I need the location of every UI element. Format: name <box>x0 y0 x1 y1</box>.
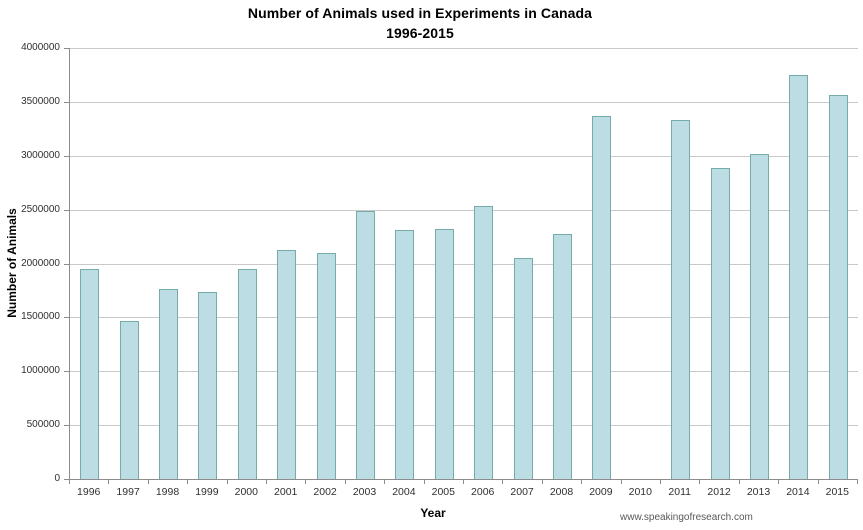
x-tick-label: 2010 <box>628 486 652 498</box>
y-axis-tick <box>64 263 69 265</box>
x-axis-tick <box>857 480 858 484</box>
x-tick-label: 2001 <box>274 486 298 498</box>
y-axis-tick <box>64 479 69 480</box>
gridline <box>70 317 858 319</box>
x-axis-tick <box>305 480 307 484</box>
x-tick-label: 2005 <box>431 486 455 498</box>
x-axis-tick <box>620 480 622 484</box>
y-tick-label: 3500000 <box>21 95 60 107</box>
bar-2007 <box>513 258 533 479</box>
bar-2004 <box>395 230 415 479</box>
x-axis-tick <box>502 480 504 484</box>
bar-2000 <box>237 268 257 479</box>
y-tick-label: 3000000 <box>21 149 60 161</box>
gridline <box>70 371 858 373</box>
x-tick-label: 2013 <box>746 486 771 498</box>
bar-1999 <box>198 291 218 479</box>
gridline <box>70 48 858 49</box>
bar-1998 <box>159 289 178 479</box>
watermark-url: www.speakingofresearch.com <box>620 512 753 523</box>
bar-2014 <box>789 74 809 479</box>
y-axis-tick <box>64 209 69 211</box>
x-tick-label: 1997 <box>116 486 140 498</box>
x-tick-label: 1998 <box>155 486 180 498</box>
x-axis-tick <box>147 480 149 484</box>
bar-2005 <box>434 229 454 479</box>
x-axis-labels: 1996 1997 1998 1999 2000 2001 2002 2003 2004 2005… <box>69 486 857 500</box>
bar-2009 <box>592 115 612 479</box>
x-axis-tick <box>187 480 189 484</box>
bar-2015 <box>828 95 848 479</box>
x-tick-label: 2014 <box>786 486 810 498</box>
bar-1997 <box>119 320 139 479</box>
x-tick-label: 2006 <box>471 486 495 498</box>
x-axis-tick <box>660 480 661 484</box>
x-axis-tick <box>463 480 464 484</box>
x-axis-tick <box>699 480 701 484</box>
y-tick-label: 2500000 <box>21 203 60 215</box>
x-tick-label: 2003 <box>352 486 377 498</box>
chart-title: Number of Animals used in Experiments in… <box>0 3 840 43</box>
x-axis-tick <box>778 480 780 484</box>
x-axis-tick <box>384 480 386 484</box>
x-axis-tick <box>226 480 228 484</box>
x-tick-label: 1999 <box>195 486 219 498</box>
bar-2002 <box>316 252 336 479</box>
x-axis-tick <box>541 480 543 484</box>
bar-2008 <box>553 234 572 479</box>
y-axis-tick <box>64 48 69 49</box>
x-tick-label: 2008 <box>549 486 574 498</box>
y-tick-label: 1500000 <box>21 311 60 323</box>
y-axis-tick <box>64 317 69 319</box>
y-tick-label: 0 <box>54 473 60 484</box>
bar-2013 <box>750 153 769 479</box>
x-axis-tick <box>344 480 346 484</box>
y-tick-label: 4000000 <box>21 42 60 53</box>
x-axis-tick <box>738 480 740 484</box>
x-tick-label: 2012 <box>707 486 731 498</box>
y-axis-tick <box>64 371 69 373</box>
x-tick-label: 1996 <box>77 486 101 498</box>
chart-title-line1: Number of Animals used in Experiments in… <box>247 5 593 21</box>
x-tick-label: 2009 <box>589 486 613 498</box>
y-tick-label: 1000000 <box>21 365 60 377</box>
x-tick-label: 2015 <box>825 486 849 498</box>
gridline <box>70 425 858 427</box>
x-axis-tick <box>266 480 267 484</box>
x-tick-label: 2011 <box>668 486 691 498</box>
bar-2012 <box>710 167 730 479</box>
x-tick-label: 2004 <box>392 486 416 498</box>
bar-2006 <box>474 206 494 479</box>
x-axis-tick <box>69 480 70 484</box>
y-axis-tick <box>64 155 69 157</box>
x-axis-tick <box>423 480 425 484</box>
bar-2003 <box>356 210 375 479</box>
x-axis-tick <box>581 480 583 484</box>
x-axis-tick <box>108 480 110 484</box>
y-tick-label: 2000000 <box>21 257 60 269</box>
x-axis-tick <box>817 480 819 484</box>
gridline <box>70 209 858 211</box>
gridline <box>70 263 858 265</box>
gridline <box>70 155 858 157</box>
x-tick-label: 2002 <box>313 486 337 498</box>
y-tick-label: 500000 <box>26 419 60 431</box>
x-tick-label: 2007 <box>510 486 534 498</box>
bar-1996 <box>80 268 100 479</box>
y-axis-tick <box>64 101 69 103</box>
y-axis-tick <box>64 425 69 427</box>
gridline <box>70 101 858 103</box>
chart-title-line2: 1996-2015 <box>386 25 454 41</box>
bar-2011 <box>671 120 691 479</box>
bar-2001 <box>277 249 297 479</box>
x-tick-label: 2000 <box>234 486 258 498</box>
x-axis-title: Year <box>420 506 446 520</box>
plot-area <box>69 48 858 480</box>
